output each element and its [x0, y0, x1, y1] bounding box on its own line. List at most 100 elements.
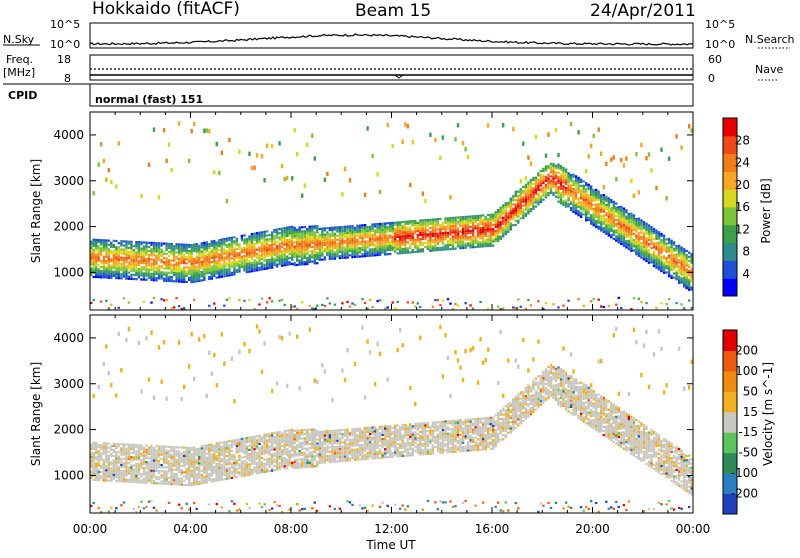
echo-cell	[314, 244, 316, 246]
echo-cell	[173, 473, 175, 475]
echo-cell	[294, 262, 296, 264]
echo-cell	[140, 481, 142, 483]
echo-cell	[284, 231, 286, 233]
echo-cell	[525, 209, 527, 211]
echo-cell	[595, 224, 597, 226]
echo-cell	[216, 242, 218, 244]
echo-cell	[600, 219, 602, 221]
echo-cell	[314, 225, 316, 227]
echo-cell	[557, 182, 559, 184]
echo-cell	[256, 232, 258, 234]
echo-cell	[158, 275, 160, 277]
echo-cell	[153, 466, 155, 468]
echo-cell	[452, 227, 454, 229]
echo-cell	[605, 227, 607, 229]
echo-cell	[191, 281, 193, 283]
echo-cell	[306, 236, 308, 238]
echo-cell	[319, 257, 321, 259]
echo-cell	[643, 254, 645, 256]
echo-cell	[419, 222, 421, 224]
echo-cell	[547, 165, 549, 167]
echo-cell	[118, 466, 120, 468]
echo-cell	[175, 243, 177, 245]
echo-cell	[615, 304, 617, 306]
echo-cell	[665, 257, 667, 259]
echo-cell	[379, 229, 381, 231]
echo-cell	[140, 389, 142, 393]
echo-cell	[113, 246, 115, 248]
echo-cell	[500, 221, 502, 223]
echo-cell	[630, 231, 632, 233]
echo-cell	[321, 304, 323, 306]
echo-cell	[218, 256, 220, 258]
echo-cell	[660, 252, 662, 254]
echo-cell	[530, 183, 532, 185]
echo-cell	[120, 454, 122, 456]
echo-cell	[193, 502, 195, 504]
echo-cell	[665, 303, 667, 305]
echo-cell	[278, 238, 280, 240]
echo-cell	[409, 233, 411, 235]
echo-cell	[123, 269, 125, 271]
echo-cell	[530, 202, 532, 204]
echo-cell	[467, 155, 469, 159]
echo-cell	[495, 215, 497, 217]
echo-cell	[276, 255, 278, 257]
echo-cell	[175, 459, 177, 461]
echo-cell	[608, 305, 610, 307]
echo-cell	[447, 232, 449, 234]
echo-cell	[216, 277, 218, 279]
echo-cell	[158, 449, 160, 451]
echo-cell	[625, 244, 627, 246]
echo-cell	[118, 443, 120, 445]
echo-cell	[203, 275, 205, 277]
echo-cell	[178, 467, 180, 469]
echo-cell	[158, 466, 160, 468]
echo-cell	[113, 244, 115, 246]
echo-cell	[311, 228, 313, 230]
echo-cell	[457, 239, 459, 241]
echo-cell	[572, 196, 574, 198]
echo-cell	[588, 209, 590, 211]
echo-cell	[123, 454, 125, 456]
echo-cell	[158, 246, 160, 248]
echo-cell	[150, 302, 152, 304]
echo-cell	[321, 236, 323, 238]
echo-cell	[226, 478, 228, 480]
echo-cell	[688, 278, 690, 280]
echo-cell	[95, 259, 97, 261]
echo-cell	[540, 180, 542, 182]
echo-cell	[168, 456, 170, 458]
echo-cell	[500, 209, 502, 211]
echo-cell	[226, 451, 228, 453]
echo-cell	[567, 300, 569, 302]
echo-cell	[115, 184, 117, 188]
echo-cell	[163, 253, 165, 255]
echo-cell	[447, 236, 449, 238]
echo-cell	[165, 263, 167, 265]
echo-cell	[376, 242, 378, 244]
echo-cell	[153, 468, 155, 470]
echo-cell	[108, 307, 110, 309]
echo-cell	[238, 258, 240, 260]
echo-cell	[183, 273, 185, 275]
echo-cell	[108, 467, 110, 469]
echo-cell	[148, 277, 150, 279]
echo-cell	[241, 251, 243, 253]
echo-cell	[663, 247, 665, 249]
echo-cell	[412, 241, 414, 243]
echo-cell	[688, 252, 690, 254]
echo-cell	[138, 467, 140, 469]
echo-cell	[216, 455, 218, 457]
echo-cell	[266, 234, 268, 236]
echo-cell	[653, 263, 655, 265]
echo-cell	[276, 237, 278, 239]
echo-cell	[100, 448, 102, 450]
echo-cell	[520, 192, 522, 194]
echo-cell	[138, 341, 140, 345]
echo-cell	[583, 191, 585, 193]
echo-cell	[608, 228, 610, 230]
echo-cell	[294, 305, 296, 307]
echo-cell	[105, 473, 107, 475]
echo-cell	[336, 249, 338, 251]
